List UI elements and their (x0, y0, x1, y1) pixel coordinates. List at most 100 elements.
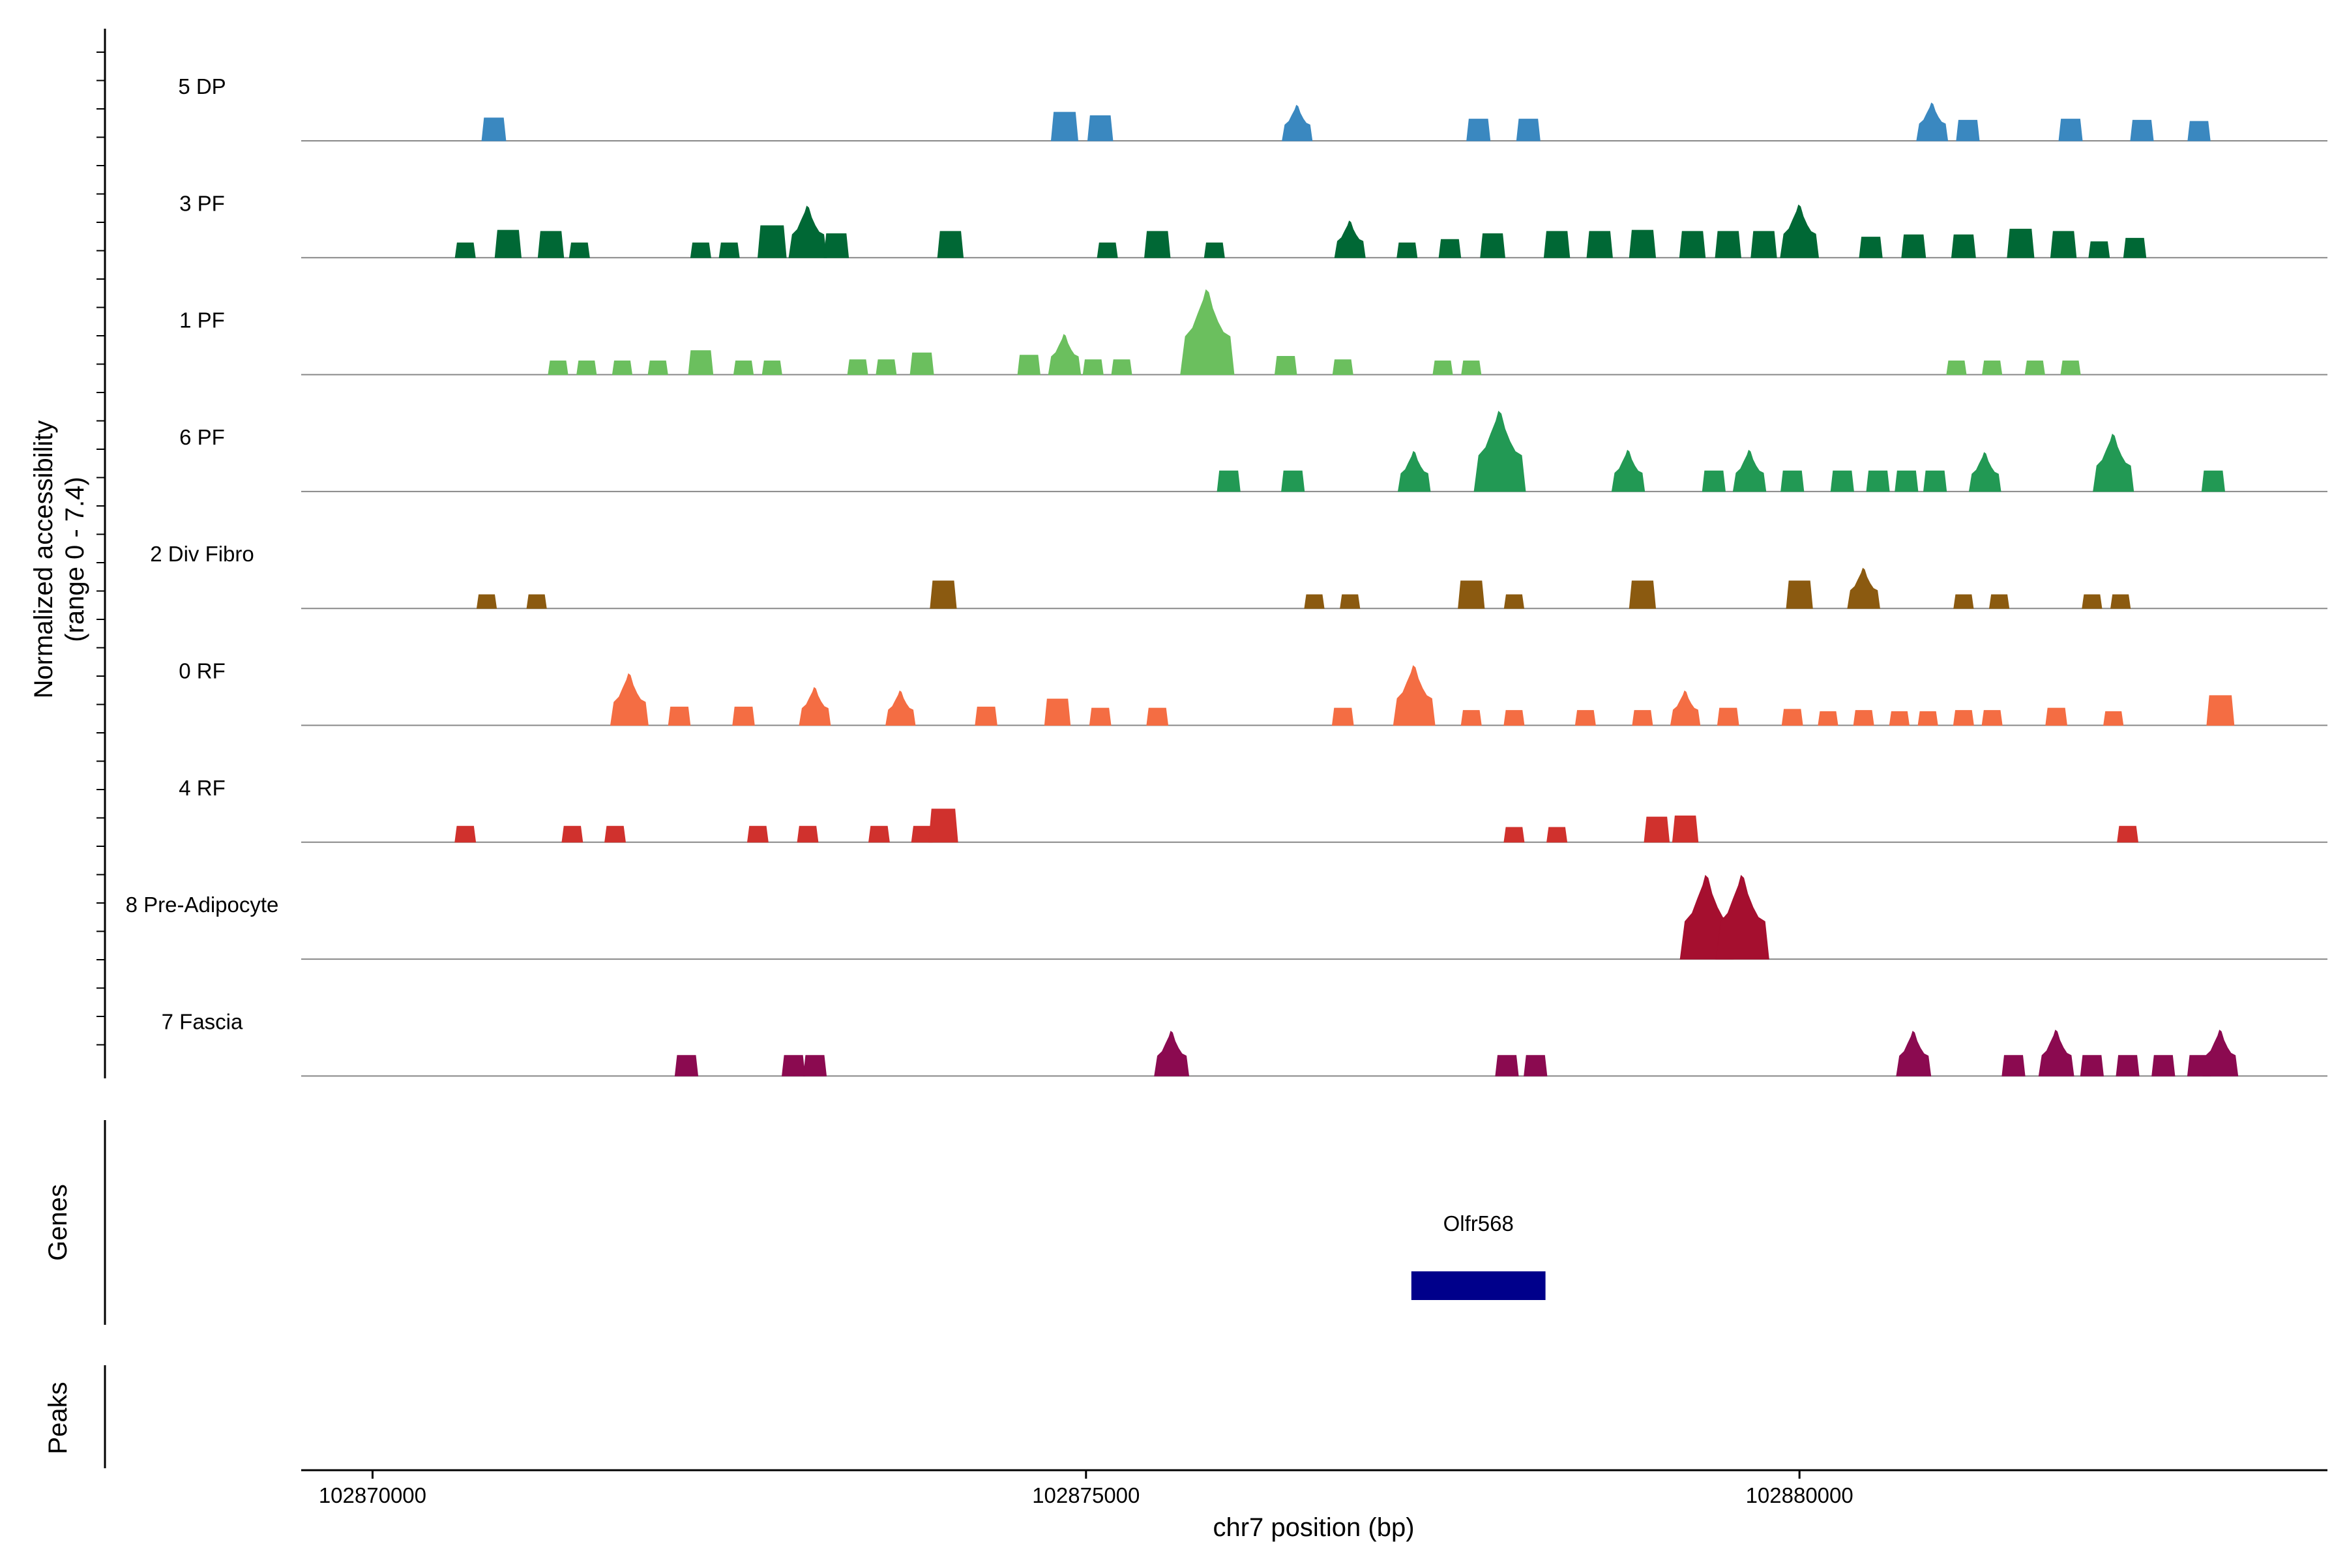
accessibility-peak (1629, 229, 1657, 258)
accessibility-peak (1332, 359, 1353, 376)
accessibility-peak (1916, 102, 1949, 141)
accessibility-peak (2123, 237, 2147, 258)
accessibility-peak (1953, 710, 1974, 726)
accessibility-peak (2187, 121, 2211, 141)
accessibility-peak (1396, 242, 1418, 258)
accessibility-peak (1956, 119, 1980, 141)
accessibility-peak (1953, 594, 1974, 609)
accessibility-peak (975, 706, 997, 726)
accessibility-peak (1781, 709, 1803, 726)
accessibility-peak (885, 690, 916, 726)
accessibility-peak (928, 808, 958, 843)
accessibility-peak (1982, 361, 2003, 376)
accessibility-peak (1866, 470, 1890, 492)
accessibility-peak (1516, 119, 1541, 141)
accessibility-peak (876, 359, 897, 376)
accessibility-peak (1644, 816, 1670, 843)
accessibility-peak (1968, 452, 2001, 492)
accessibility-peak (1460, 710, 1482, 726)
accessibility-peak (1889, 711, 1910, 726)
accessibility-peak (1281, 470, 1305, 492)
accessibility-peak (797, 825, 819, 843)
track: 2 Div Fibro (150, 542, 2327, 610)
accessibility-peak (746, 825, 769, 843)
accessibility-peak (1946, 361, 1967, 376)
accessibility-peak (757, 225, 787, 258)
accessibility-peak (1503, 710, 1525, 726)
accessibility-peak (1503, 594, 1525, 609)
accessibility-peak (1702, 470, 1726, 492)
accessibility-peak (1217, 470, 1241, 492)
accessibility-peak (2110, 594, 2131, 609)
accessibility-peak (1732, 449, 1767, 492)
accessibility-peak (2201, 470, 2226, 492)
y-axis-group (96, 29, 106, 1078)
accessibility-peak (1672, 815, 1699, 843)
accessibility-peak (610, 673, 649, 726)
track: 8 Pre-Adipocyte (126, 874, 2327, 960)
accessibility-peak (1282, 104, 1313, 141)
accessibility-peak (799, 687, 831, 726)
accessibility-peak (1780, 204, 1820, 258)
accessibility-peak (1750, 231, 1777, 258)
accessibility-peak (1111, 359, 1132, 376)
track: 7 Fascia (162, 1009, 2327, 1077)
accessibility-peak (1180, 289, 1235, 376)
y-axis-title-line2: (range 0 - 7.4) (61, 477, 89, 642)
accessibility-peak (868, 825, 890, 843)
accessibility-peak (1082, 359, 1104, 376)
accessibility-peak (1574, 710, 1596, 726)
accessibility-peak (2007, 228, 2035, 258)
accessibility-peak (803, 1055, 827, 1076)
accessibility-peak (1480, 233, 1505, 258)
peaks-panel-label: Peaks (44, 1382, 72, 1454)
accessibility-peak (2050, 231, 2077, 258)
x-axis-group: 102870000 102875000 102880000 (301, 1469, 2327, 1507)
accessibility-peak (2206, 695, 2235, 726)
accessibility-peak (2103, 711, 2124, 726)
accessibility-peak (732, 706, 755, 726)
accessibility-peak (2024, 361, 2045, 376)
track-label: 7 Fascia (162, 1009, 243, 1033)
accessibility-peak (733, 361, 754, 376)
accessibility-peak (1951, 234, 1976, 258)
accessibility-peak (1154, 1031, 1190, 1076)
accessibility-peak (688, 350, 714, 376)
x-axis-title: chr7 position (bp) (1213, 1513, 1414, 1542)
track-label: 3 PF (179, 191, 225, 215)
accessibility-peak (1044, 698, 1071, 726)
accessibility-peak (909, 352, 934, 376)
accessibility-peak (1923, 470, 1947, 492)
track: 1 PF (179, 289, 2327, 376)
track: 0 RF (179, 659, 2327, 726)
accessibility-peak (718, 242, 740, 258)
accessibility-peak (1786, 580, 1813, 609)
accessibility-peak (1895, 470, 1919, 492)
accessibility-peak (2130, 119, 2154, 141)
accessibility-peak (937, 231, 964, 258)
accessibility-peak (2038, 1029, 2074, 1076)
accessibility-peak (1146, 707, 1169, 726)
accessibility-peak (612, 361, 633, 376)
track-label: 2 Div Fibro (150, 542, 254, 566)
accessibility-peak (1340, 594, 1361, 609)
accessibility-peak (1144, 231, 1171, 258)
track: 4 RF (179, 776, 2327, 843)
accessibility-peak (1331, 707, 1354, 726)
accessibility-peak (930, 580, 957, 609)
accessibility-peak (1981, 710, 2003, 726)
accessibility-peak (1461, 361, 1482, 376)
accessibility-peak (1503, 827, 1525, 843)
accessibility-peak (1717, 707, 1739, 726)
accessibility-peak (1988, 594, 2010, 609)
accessibility-peak (788, 205, 827, 258)
accessibility-peak (1715, 874, 1769, 960)
track: 6 PF (179, 410, 2327, 492)
track-label: 6 PF (179, 425, 225, 449)
track: 3 PF (179, 191, 2327, 259)
accessibility-peak (481, 117, 507, 141)
gene-label: Olfr568 (1443, 1211, 1514, 1235)
x-tick-label: 102880000 (1746, 1483, 1853, 1507)
